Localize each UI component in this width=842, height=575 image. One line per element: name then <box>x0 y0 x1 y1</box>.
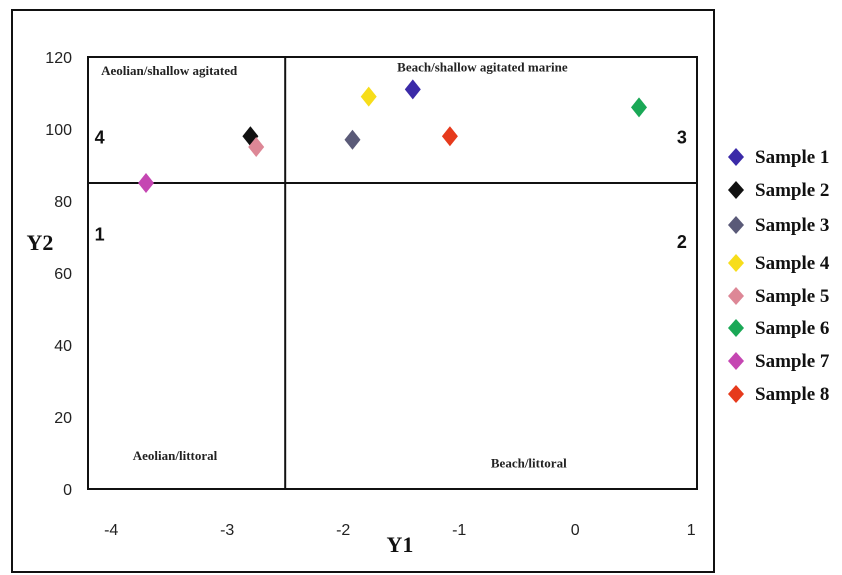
x-tick-label: -4 <box>104 522 118 539</box>
x-axis-label: Y1 <box>387 532 414 557</box>
data-point-sample-3 <box>344 129 361 150</box>
legend-marker <box>728 352 744 370</box>
x-tick-label: -3 <box>220 522 234 539</box>
y-axis-label: Y2 <box>27 230 54 255</box>
x-tick-label: -1 <box>452 522 466 539</box>
region-label: Beach/littoral <box>491 455 567 470</box>
legend-label: Sample 7 <box>755 351 830 372</box>
y-tick-label: 60 <box>54 266 72 283</box>
data-points <box>138 79 647 193</box>
legend-label: Sample 6 <box>755 318 829 339</box>
legend-marker <box>728 287 744 305</box>
y-tick-label: 120 <box>45 50 72 67</box>
legend-marker <box>728 319 744 337</box>
y-tick-label: 80 <box>54 194 72 211</box>
legend-marker <box>728 254 744 272</box>
legend-marker <box>728 181 744 199</box>
legend-marker <box>728 148 744 166</box>
legend-marker <box>728 216 744 234</box>
figure-frame <box>11 9 715 573</box>
y-axis-ticks: 0 20 40 60 80 100 120 <box>45 50 72 499</box>
data-point-sample-7 <box>138 173 154 193</box>
data-point-sample-6 <box>631 97 647 118</box>
x-tick-label: 0 <box>571 522 580 539</box>
quadrant-number: 1 <box>95 225 105 245</box>
legend: Sample 1 Sample 2 Sample 3 Sample 4 Sample 5… <box>728 147 830 405</box>
x-tick-label: -2 <box>336 522 350 539</box>
plot-frame <box>87 56 698 490</box>
x-tick-label: 1 <box>687 522 696 539</box>
y-tick-label: 100 <box>45 122 72 139</box>
data-point-sample-1 <box>404 79 421 100</box>
y-tick-label: 40 <box>54 338 72 355</box>
quadrant-number: 3 <box>677 127 687 147</box>
data-point-sample-4 <box>360 86 377 107</box>
region-labels: Aeolian/shallow agitated Beach/shallow ag… <box>101 59 568 470</box>
y-tick-label: 20 <box>54 410 72 427</box>
quadrant-numbers: 4 3 1 2 <box>95 127 687 251</box>
region-label: Aeolian/littoral <box>133 448 218 463</box>
region-label: Beach/shallow agitated marine <box>397 59 568 74</box>
data-point-sample-5 <box>248 137 265 157</box>
legend-label: Sample 8 <box>755 384 829 405</box>
legend-label: Sample 3 <box>755 215 829 236</box>
y-tick-label: 0 <box>63 482 72 499</box>
quadrant-number: 2 <box>677 232 687 252</box>
plot-area <box>87 56 698 490</box>
legend-label: Sample 5 <box>755 286 829 307</box>
region-label: Aeolian/shallow agitated <box>101 63 238 78</box>
legend-label: Sample 2 <box>755 180 829 201</box>
legend-label: Sample 1 <box>755 147 829 168</box>
data-point-sample-8 <box>441 126 458 147</box>
quadrant-number: 4 <box>95 127 105 147</box>
legend-label: Sample 4 <box>755 253 830 274</box>
x-axis-ticks: -4 -3 -2 -1 0 1 <box>104 522 696 539</box>
legend-marker <box>728 385 744 403</box>
